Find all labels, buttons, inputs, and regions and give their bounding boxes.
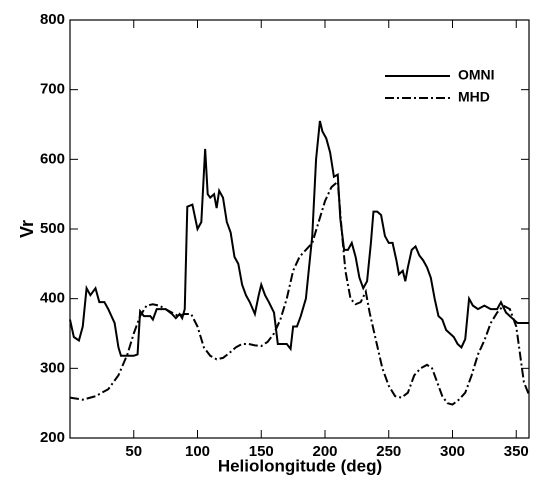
x-tick-label: 250: [376, 443, 401, 460]
x-tick-label: 50: [125, 443, 142, 460]
x-tick-label: 300: [440, 443, 465, 460]
x-tick-label: 150: [249, 443, 274, 460]
x-tick-label: 350: [504, 443, 529, 460]
y-tick-label: 300: [40, 359, 65, 376]
y-axis-label: Vr: [17, 220, 37, 238]
x-axis-label: Heliolongitude (deg): [218, 456, 382, 475]
series-line: [69, 120, 529, 357]
y-tick-label: 400: [40, 290, 65, 307]
series-line: [69, 179, 530, 406]
legend-label: MHD: [458, 89, 490, 105]
legend-label: OMNI: [458, 67, 495, 83]
y-tick-label: 800: [40, 11, 65, 28]
y-tick-label: 700: [40, 81, 65, 98]
y-tick-label: 600: [40, 150, 65, 167]
x-tick-label: 200: [312, 443, 337, 460]
y-tick-label: 200: [40, 429, 65, 446]
y-tick-label: 500: [40, 220, 65, 237]
x-tick-label: 100: [185, 443, 210, 460]
